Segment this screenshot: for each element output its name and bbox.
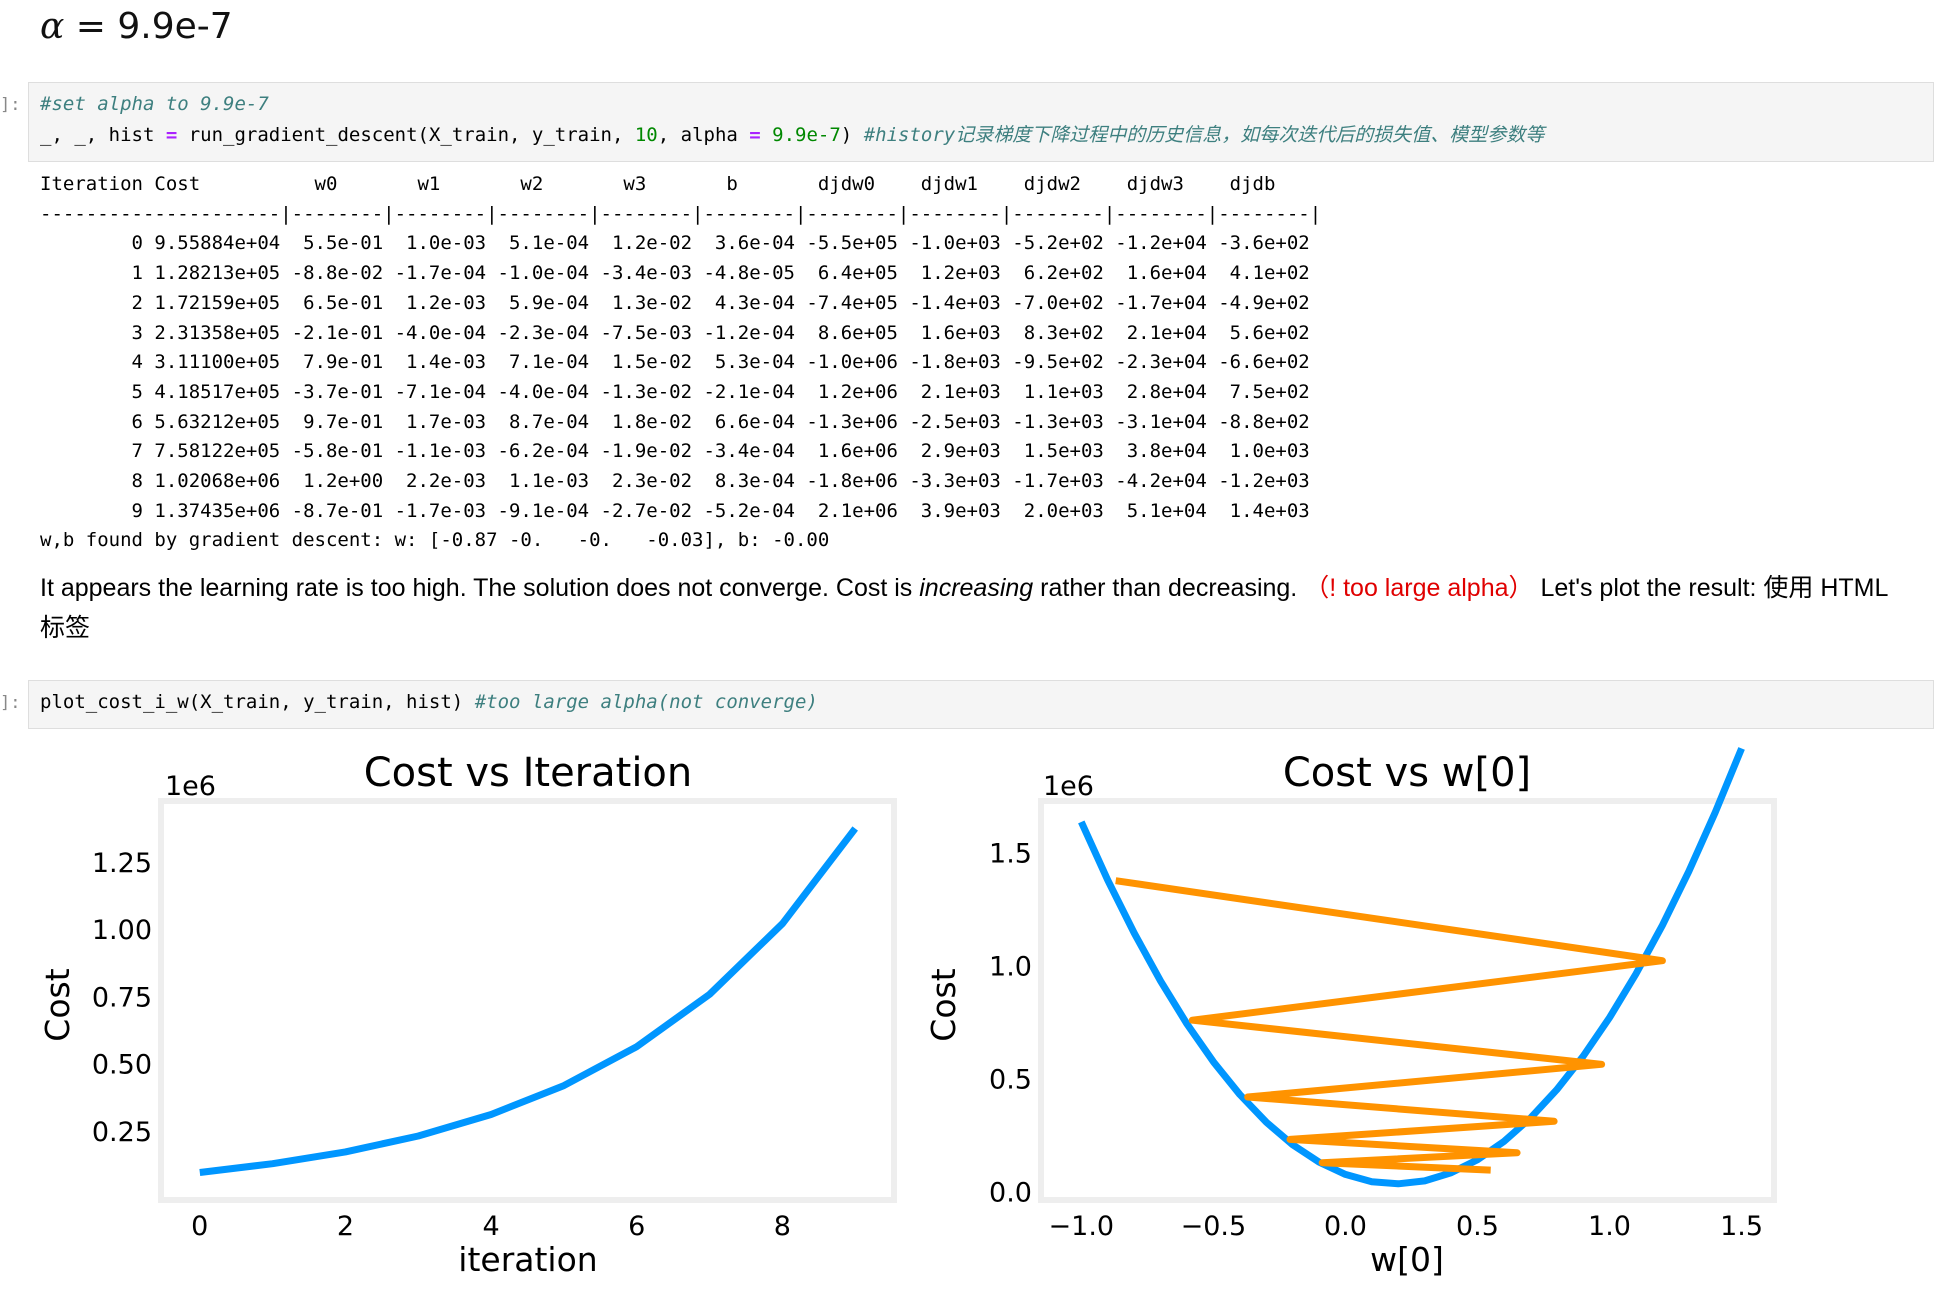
x-tick-label: 6 [628, 1211, 645, 1242]
y-tick-label: 0.75 [92, 982, 152, 1013]
code-operator: = [749, 124, 761, 146]
code-cell-plot[interactable]: plot_cost_i_w(X_train, y_train, hist) #t… [28, 680, 1934, 729]
y-tick-label: 0.50 [92, 1050, 152, 1081]
output-separator: ---------------------|--------|--------|… [40, 202, 1322, 225]
alpha-value-text: = 9.9e-7 [64, 6, 233, 47]
code-text: ) [840, 124, 864, 146]
cost-curve-line [1078, 747, 1745, 1188]
x-tick-label: −0.5 [1181, 1211, 1247, 1242]
code-number: 9.9e-7 [760, 124, 841, 146]
y-tick-label: 1.25 [92, 848, 152, 879]
x-tick-label: 8 [774, 1211, 791, 1242]
gradient-path-line [1115, 877, 1666, 1174]
chart-title: Cost vs Iteration [364, 750, 693, 796]
y-tick-label: 0.5 [989, 1065, 1032, 1096]
y-axis-label: Cost [38, 968, 77, 1041]
code-cell-run-gd[interactable]: #set alpha to 9.9e-7 _, _, hist = run_gr… [28, 82, 1934, 162]
y-tick-label: 1.00 [92, 915, 152, 946]
code-operator: = [165, 124, 178, 146]
cell-prompt: ]: [0, 693, 21, 713]
cost-curve-line [199, 826, 858, 1176]
cell-prompt: ]: [0, 95, 21, 115]
x-tick-label: 0.5 [1456, 1211, 1499, 1242]
output-row: 7 7.58122e+05 -5.8e-01 -1.1e-03 -6.2e-04… [40, 440, 1310, 463]
x-axis-label: w[0] [1370, 1240, 1444, 1279]
output-result: w,b found by gradient descent: w: [-0.87… [40, 529, 830, 552]
x-tick-label: −1.0 [1049, 1211, 1115, 1242]
chart-cost-vs-w0: Cost vs w[0] 1e6 w[0] Cost 0.0 0.5 1.0 1.5 −… [924, 747, 1777, 1279]
y-tick-label: 0.25 [92, 1117, 152, 1148]
output-row: 0 9.55884e+04 5.5e-01 1.0e-03 5.1e-04 1.… [40, 232, 1310, 255]
output-row: 1 1.28213e+05 -8.8e-02 -1.7e-04 -1.0e-04… [40, 262, 1310, 285]
x-tick-label: 0 [191, 1211, 208, 1242]
x-tick-label: 1.5 [1720, 1211, 1763, 1242]
x-tick-label: 1.0 [1588, 1211, 1631, 1242]
output-row: 2 1.72159e+05 6.5e-01 1.2e-03 5.9e-04 1.… [40, 291, 1310, 314]
plot-area [1038, 798, 1777, 1203]
code-comment: #history记录梯度下降过程中的历史信息，如每次迭代后的损失值、模型参数等 [863, 124, 1545, 146]
x-tick-label: 4 [482, 1211, 499, 1242]
code-text: , alpha [657, 124, 750, 146]
md-text: It appears the learning rate is too high… [40, 574, 920, 602]
code-text: run_gradient_descent(X_train, y_train, [177, 124, 635, 146]
y-tick-label: 1.5 [989, 838, 1032, 869]
x-tick-label: 0.0 [1324, 1211, 1367, 1242]
markdown-paragraph: It appears the learning rate is too high… [40, 568, 1900, 648]
output-row: 5 4.18517e+05 -3.7e-01 -7.1e-04 -4.0e-04… [40, 380, 1310, 403]
output-row: 9 1.37435e+06 -8.7e-01 -1.7e-03 -9.1e-04… [40, 499, 1310, 522]
cell-output: Iteration Cost w0 w1 w2 w3 b djdw0 djdw1… [40, 170, 1321, 556]
alpha-symbol: α [40, 6, 65, 47]
md-red-note: （! too large alpha） [1304, 574, 1534, 602]
code-text: _, _, hist [40, 124, 166, 146]
output-header: Iteration Cost w0 w1 w2 w3 b djdw0 djdw1… [40, 173, 1299, 195]
md-emphasis: increasing [919, 574, 1034, 602]
md-text: Let's plot the result: 使用 HTML 标签 [40, 574, 1888, 642]
code-text: plot_cost_i_w(X_train, y_train, hist) [40, 691, 475, 713]
code-number: 10 [634, 124, 658, 146]
y-tick-label: 1.0 [989, 951, 1032, 982]
plot-area [158, 798, 897, 1203]
chart-title: Cost vs w[0] [1283, 750, 1531, 796]
y-tick-label: 0.0 [989, 1178, 1032, 1209]
markdown-heading: α = 9.9e-7 [40, 6, 233, 47]
x-tick-label: 2 [337, 1211, 354, 1242]
code-comment: #too large alpha(not converge) [474, 691, 818, 713]
md-text: rather than decreasing. [1033, 574, 1305, 602]
output-row: 3 2.31358e+05 -2.1e-01 -4.0e-04 -2.3e-04… [40, 321, 1310, 344]
output-row: 8 1.02068e+06 1.2e+00 2.2e-03 1.1e-03 2.… [40, 470, 1310, 493]
y-scale-label: 1e6 [1043, 771, 1094, 802]
y-axis-label: Cost [924, 968, 963, 1041]
output-row: 6 5.63212e+05 9.7e-01 1.7e-03 8.7e-04 1.… [40, 410, 1310, 433]
chart-cost-vs-iteration: Cost vs Iteration 1e6 iteration Cost 0.2… [38, 750, 897, 1279]
x-axis-label: iteration [458, 1240, 597, 1279]
y-scale-label: 1e6 [165, 771, 216, 802]
code-comment: #set alpha to 9.9e-7 [40, 93, 269, 115]
output-row: 4 3.11100e+05 7.9e-01 1.4e-03 7.1e-04 1.… [40, 351, 1310, 374]
plot-output: Cost vs Iteration 1e6 iteration Cost 0.2… [38, 747, 1777, 1279]
